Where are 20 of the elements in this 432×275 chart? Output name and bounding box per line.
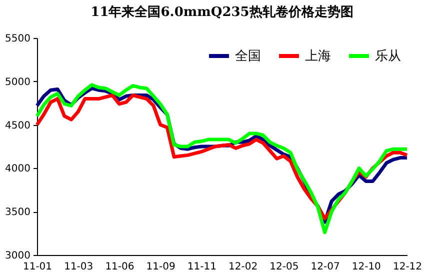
x-tick-label: 12-02 — [228, 262, 258, 272]
y-tick-label: 5500 — [5, 34, 30, 44]
x-tick-label: 12-05 — [270, 262, 299, 272]
y-tick-label: 5000 — [5, 76, 30, 88]
x-tick-label: 12-07 — [310, 262, 340, 272]
y-tick-label: 4500 — [5, 120, 30, 132]
x-tick-label: 11-01 — [22, 262, 52, 272]
x-tick-label: 11-11 — [187, 262, 216, 272]
legend-label: 乐从 — [375, 49, 401, 64]
chart-title: 11年来全国6.0mmQ235热轧卷价格走势图 — [90, 4, 354, 20]
x-tick-label: 12-12 — [392, 262, 422, 272]
x-tick-label: 11-03 — [64, 262, 94, 272]
y-tick-label: 3000 — [5, 250, 30, 262]
y-tick-label: 3500 — [5, 207, 30, 218]
y-tick-label: 4000 — [5, 164, 30, 175]
legend-label: 全国 — [235, 49, 261, 64]
legend-label: 上海 — [305, 49, 331, 64]
x-tick-label: 11-09 — [146, 262, 176, 272]
x-tick-label: 11-06 — [105, 262, 134, 272]
x-tick-label: 12-10 — [352, 262, 381, 272]
